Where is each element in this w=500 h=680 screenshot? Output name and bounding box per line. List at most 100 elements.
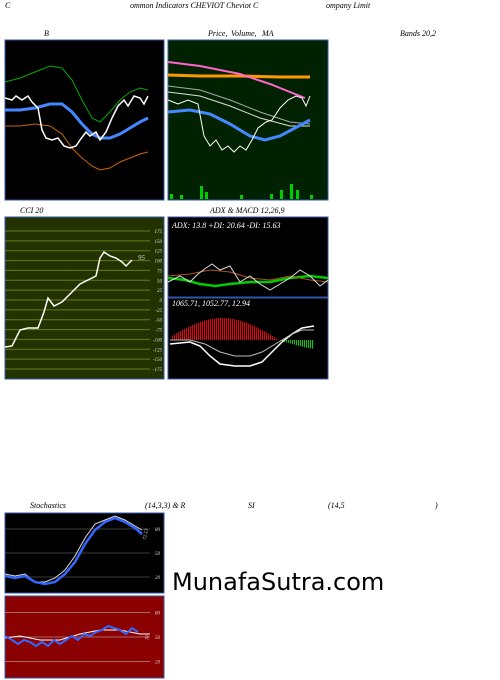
panel-title: (14,3,3) & R [145,501,186,510]
price-line [4,94,149,149]
hist-bar [244,322,245,340]
tick-label: -175 [153,368,163,373]
hist-bar [204,320,205,340]
hist-bar [228,318,229,340]
panel-title: ADX & MACD 12,26,9 [209,206,284,215]
tick-label: 50 [155,636,161,641]
tick-label: 100 [155,260,163,265]
hist-bar [306,340,307,348]
rsi-line [4,629,150,641]
panel-title: CCI 20 [20,206,43,215]
hist-bar [282,340,283,342]
hist-bar [194,324,195,340]
ma-line [167,85,311,125]
hist-bar [224,318,225,340]
hist-bar [312,340,313,349]
hist-bar [298,340,299,346]
tick-label: -75 [155,329,162,334]
tick-label: 75 [157,269,163,274]
hist-bar [304,340,305,348]
tick-label: -25 [155,309,162,314]
hist-bar [302,340,303,347]
hist-bar [250,324,251,340]
hist-bar [186,327,187,340]
hist-bar [226,318,227,340]
hist-bar [288,340,289,343]
panel-title: Volume, [231,29,257,38]
hist-bar [310,340,311,349]
di-line [167,263,329,291]
hist-bar [196,323,197,340]
panel-title: Price, [207,29,227,38]
hist-bar [242,321,243,340]
hist-bar [266,332,267,340]
hist-bar [286,340,287,343]
stoch-line [4,516,143,586]
panel-title: ) [434,501,438,510]
value-label: 72.13 [143,528,150,540]
hist-bar [216,318,217,340]
hist-bar [246,322,247,340]
tick-label: 25 [157,289,163,294]
hist-bar [200,321,201,340]
hist-bar [180,331,181,340]
hist-bar [272,336,273,340]
volume-bars [170,184,313,199]
tick-label: 125 [155,250,163,255]
tick-label: 0 [160,299,163,304]
hist-bar [290,340,291,344]
value-label: 95 [138,254,146,262]
price-line [167,95,311,153]
hist-bar [188,326,189,340]
tick-label: -125 [153,348,163,353]
di-line [167,269,329,283]
hist-bar [176,333,177,340]
upper-band [4,65,149,123]
tick-label: 175 [155,230,163,235]
watermark: MunafaSutra.com [172,568,384,596]
hist-bar [174,334,175,340]
value-label: 31 [145,635,151,641]
hist-bar [208,319,209,340]
hist-bar [172,335,173,340]
hist-bar [294,340,295,345]
panel [4,216,165,380]
hist-bar [222,318,223,340]
hist-bar [182,329,183,340]
tick-label: -150 [153,358,163,363]
panel-title: (14,5 [328,501,345,510]
hist-bar [220,318,221,340]
hist-bar [254,326,255,340]
header-right: ompany Limit [326,1,371,10]
hist-bar [252,325,253,340]
hist-bar [260,329,261,340]
panel-title: SI [248,501,255,510]
hist-bar [206,320,207,340]
panel-title: Stochastics [30,501,66,510]
hist-bar [184,328,185,340]
tick-label: 20 [155,661,161,666]
hist-bar [214,318,215,340]
hist-bar [230,318,231,340]
hist-bar [212,318,213,340]
tick-label: 80 [155,528,161,533]
hist-bar [262,330,263,340]
hist-bar [192,324,193,340]
hist-bar [236,319,237,340]
tick-label: -50 [155,319,162,324]
hist-bar [248,323,249,340]
tick-label: 50 [157,279,163,284]
hist-bar [190,325,191,340]
hist-bar [234,319,235,340]
hist-bar [178,332,179,340]
hist-bar [264,331,265,340]
signal-line [170,329,314,357]
tick-label: -100 [153,338,163,343]
rsi-line [4,624,139,648]
ma-line [167,108,311,142]
hist-bar [292,340,293,345]
hist-bar [256,327,257,340]
hist-bar [238,320,239,340]
ma-line [167,61,306,99]
hist-bar [308,340,309,349]
